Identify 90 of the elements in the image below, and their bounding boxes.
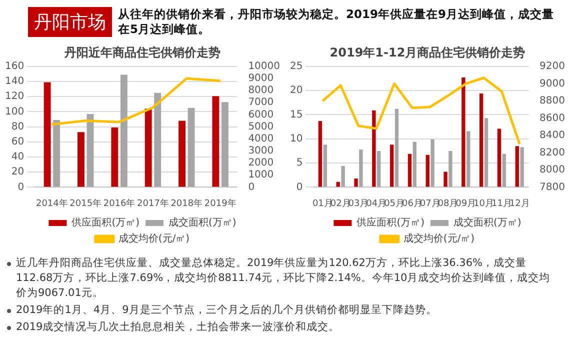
bar: [377, 150, 381, 187]
bar: [120, 74, 128, 187]
bar: [430, 139, 434, 187]
bar: [359, 150, 363, 187]
x-tick-label: 2015年: [70, 198, 102, 209]
text: 丹阳市场: [28, 7, 112, 37]
legend-label: 成交面积(万㎡): [454, 216, 522, 229]
bar: [354, 178, 358, 187]
text: 2019成交情况与几次土拍息息相关，土拍会带来一波涨价和成交。: [16, 321, 340, 333]
y2-tick-label: 8000: [248, 85, 274, 96]
x-tick-label: 2014年: [36, 198, 68, 209]
bar: [466, 131, 470, 187]
bar: [390, 144, 394, 187]
y2-tick-label: 3000: [248, 146, 274, 157]
text: 近几年丹阳商品住宅供应量、成交量总体稳定。2019年供应量为120.62万方，环比上涨36.36%，成交量112.68万方，环比上涨7.69%，成交均价8811.74元，环比下降2.14%。今年10月成交均价达到峰值，成交均价为9067.01元。: [16, 257, 550, 299]
y-tick-label: 160: [4, 60, 24, 72]
bar: [372, 110, 376, 187]
y2-tick-label: 9200: [540, 60, 566, 72]
y2-tick-label: 1000: [248, 170, 274, 181]
y-tick-label: 0: [18, 182, 24, 193]
y-tick-label: 25: [290, 60, 303, 72]
bar: [53, 120, 60, 187]
y-tick-label: 80: [11, 121, 24, 132]
y2-tick-label: 7800: [540, 182, 566, 193]
legend-label: 成交均价(元/㎡): [403, 232, 475, 245]
x-tick-label: 2018年: [170, 198, 203, 209]
bar: [188, 108, 195, 187]
y2-tick-label: 8800: [540, 96, 566, 107]
bar: [408, 154, 412, 187]
bar: [502, 154, 506, 187]
bar: [394, 108, 399, 187]
bar: [515, 146, 519, 187]
y2-tick-label: 9000: [540, 78, 566, 90]
legend-label: 供应面积(万㎡): [72, 216, 140, 229]
bar: [154, 92, 162, 187]
y-tick-label: 100: [4, 106, 24, 118]
bar: [448, 150, 452, 187]
y2-tick-label: 4000: [248, 133, 274, 144]
chart-title: 丹阳近年商品住宅供销价走势: [64, 45, 220, 60]
y-tick-label: 20: [290, 85, 303, 96]
bar: [444, 172, 448, 187]
x-tick-label: 2017年: [137, 198, 169, 209]
bar: [144, 108, 152, 187]
y2-tick-label: 10000: [248, 60, 280, 72]
x-tick-label: 11月: [491, 198, 512, 209]
text: 从往年的供销价来看，丹阳市场较为稳定。2019年供应量在9月达到峰值，成交量在5月达到峰值。: [118, 7, 556, 37]
y-tick-label: 0: [296, 182, 303, 193]
bar: [212, 96, 220, 187]
y-tick-label: 140: [4, 76, 24, 88]
y2-tick-label: 6000: [248, 109, 274, 120]
bar: [44, 82, 51, 187]
bar: [222, 102, 228, 187]
legend-label: 成交面积(万㎡): [168, 216, 236, 229]
y2-tick-label: 8400: [540, 130, 566, 142]
y-tick-label: 120: [4, 91, 24, 102]
y-tick-label: 5: [296, 158, 303, 169]
bar: [86, 114, 94, 187]
bar: [484, 118, 488, 187]
bar: [497, 128, 502, 187]
bar: [78, 132, 84, 187]
text: 2019年的1月、4月、9月是三个节点，三个月之后的几个月供销价都明显呈下降趋势。: [16, 304, 437, 316]
y2-tick-label: 7000: [248, 97, 274, 108]
bar: [412, 142, 416, 187]
bar: [462, 78, 466, 187]
x-tick-label: 2016年: [103, 198, 136, 209]
y2-tick-label: 8200: [540, 147, 566, 158]
x-tick-label: 2019年: [204, 198, 236, 209]
y2-tick-label: 0: [248, 182, 255, 193]
y2-tick-label: 8600: [540, 112, 566, 124]
y2-tick-label: 5000: [248, 121, 274, 132]
legend-label: 成交均价(元/㎡): [118, 232, 190, 245]
y-tick-label: 10: [290, 133, 303, 144]
bar: [323, 144, 327, 187]
bar: [111, 128, 118, 187]
y-tick-label: 20: [11, 166, 24, 178]
y2-tick-label: 2000: [248, 158, 274, 169]
bar: [426, 154, 430, 187]
y-tick-label: 60: [11, 136, 24, 148]
y2-tick-label: 9000: [248, 73, 274, 84]
bar: [178, 120, 186, 187]
chart-title: 2019年1-12月商品住宅供销价走势: [330, 45, 526, 60]
y2-tick-label: 8000: [540, 164, 566, 176]
bar: [520, 147, 524, 187]
x-tick-label: 12月: [509, 198, 530, 209]
y-tick-label: 40: [11, 152, 24, 163]
legend-label: 供应面积(万㎡): [356, 216, 425, 229]
bar: [341, 166, 345, 187]
bar: [318, 121, 322, 187]
bar: [479, 93, 484, 187]
y-tick-label: 15: [290, 109, 303, 120]
